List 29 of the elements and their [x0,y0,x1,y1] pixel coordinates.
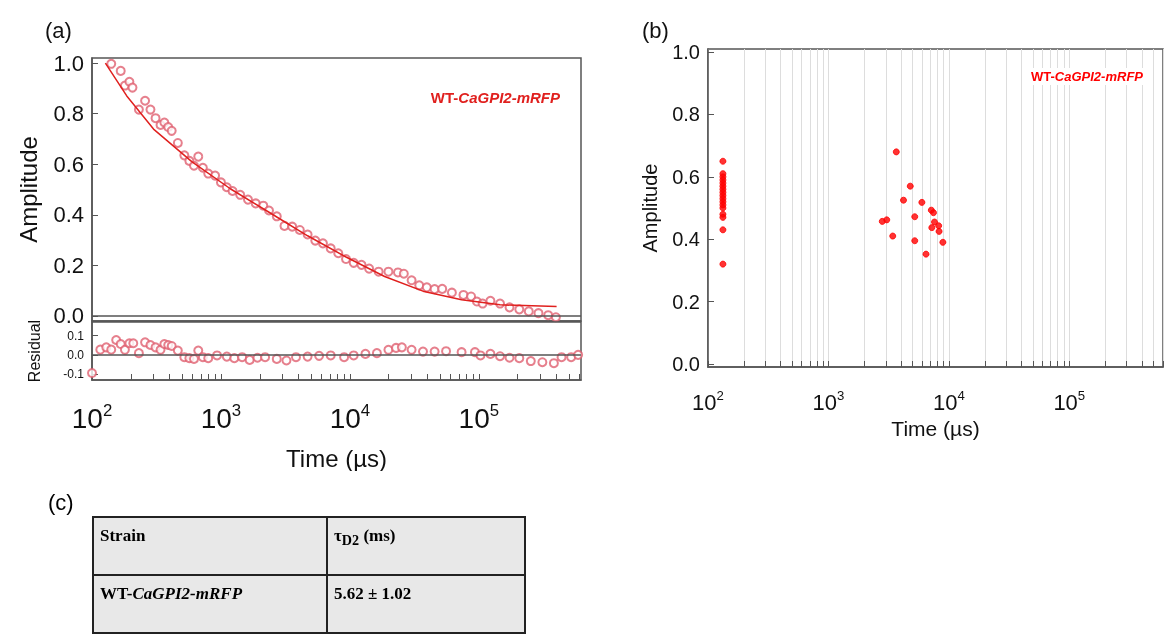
y-tick-label: 0.2 [672,290,700,313]
y-tick-label: 0.0 [67,347,85,362]
y-tick-label: 0.0 [672,352,700,375]
text: 5.62 ± 1.02 [327,575,525,633]
y-tick-label: 1.0 [672,41,700,64]
annotation: WT-CaGPI2-mRFP [430,89,561,106]
y-tick-label: 0.4 [672,228,700,251]
y-tick-label: 0.8 [672,103,700,126]
annotation: WT-CaGPI2-mRFP [1031,69,1144,84]
y-tick-label: 0.6 [672,165,700,188]
y-tick-label: 0.0 [53,303,84,329]
y-tick-label: 1.0 [53,50,84,76]
x-axis-title: Time (µs) [286,444,387,472]
chart-title: (b) [642,17,669,43]
y-tick-label: 0.2 [53,252,84,278]
text: WT-CaGPI2-mRFP [93,575,327,633]
x-axis-title: Time (µs) [891,417,980,440]
y-axis-title: Amplitude [14,136,42,243]
text: τ$_{D2}$ (ms) [327,517,525,575]
y-tick-label: 0.4 [53,202,84,228]
y-tick-label: -0.1 [63,367,85,382]
text: (c) [48,490,74,516]
y-tick-label: 0.6 [53,151,84,177]
chart-title: (a) [45,17,72,43]
y-tick-label: 0.1 [67,328,85,343]
y-axis-title: Residual [25,319,43,383]
text: Strain [93,517,327,575]
y-tick-label: 0.8 [53,101,84,127]
y-axis-title: Amplitude [639,163,661,253]
